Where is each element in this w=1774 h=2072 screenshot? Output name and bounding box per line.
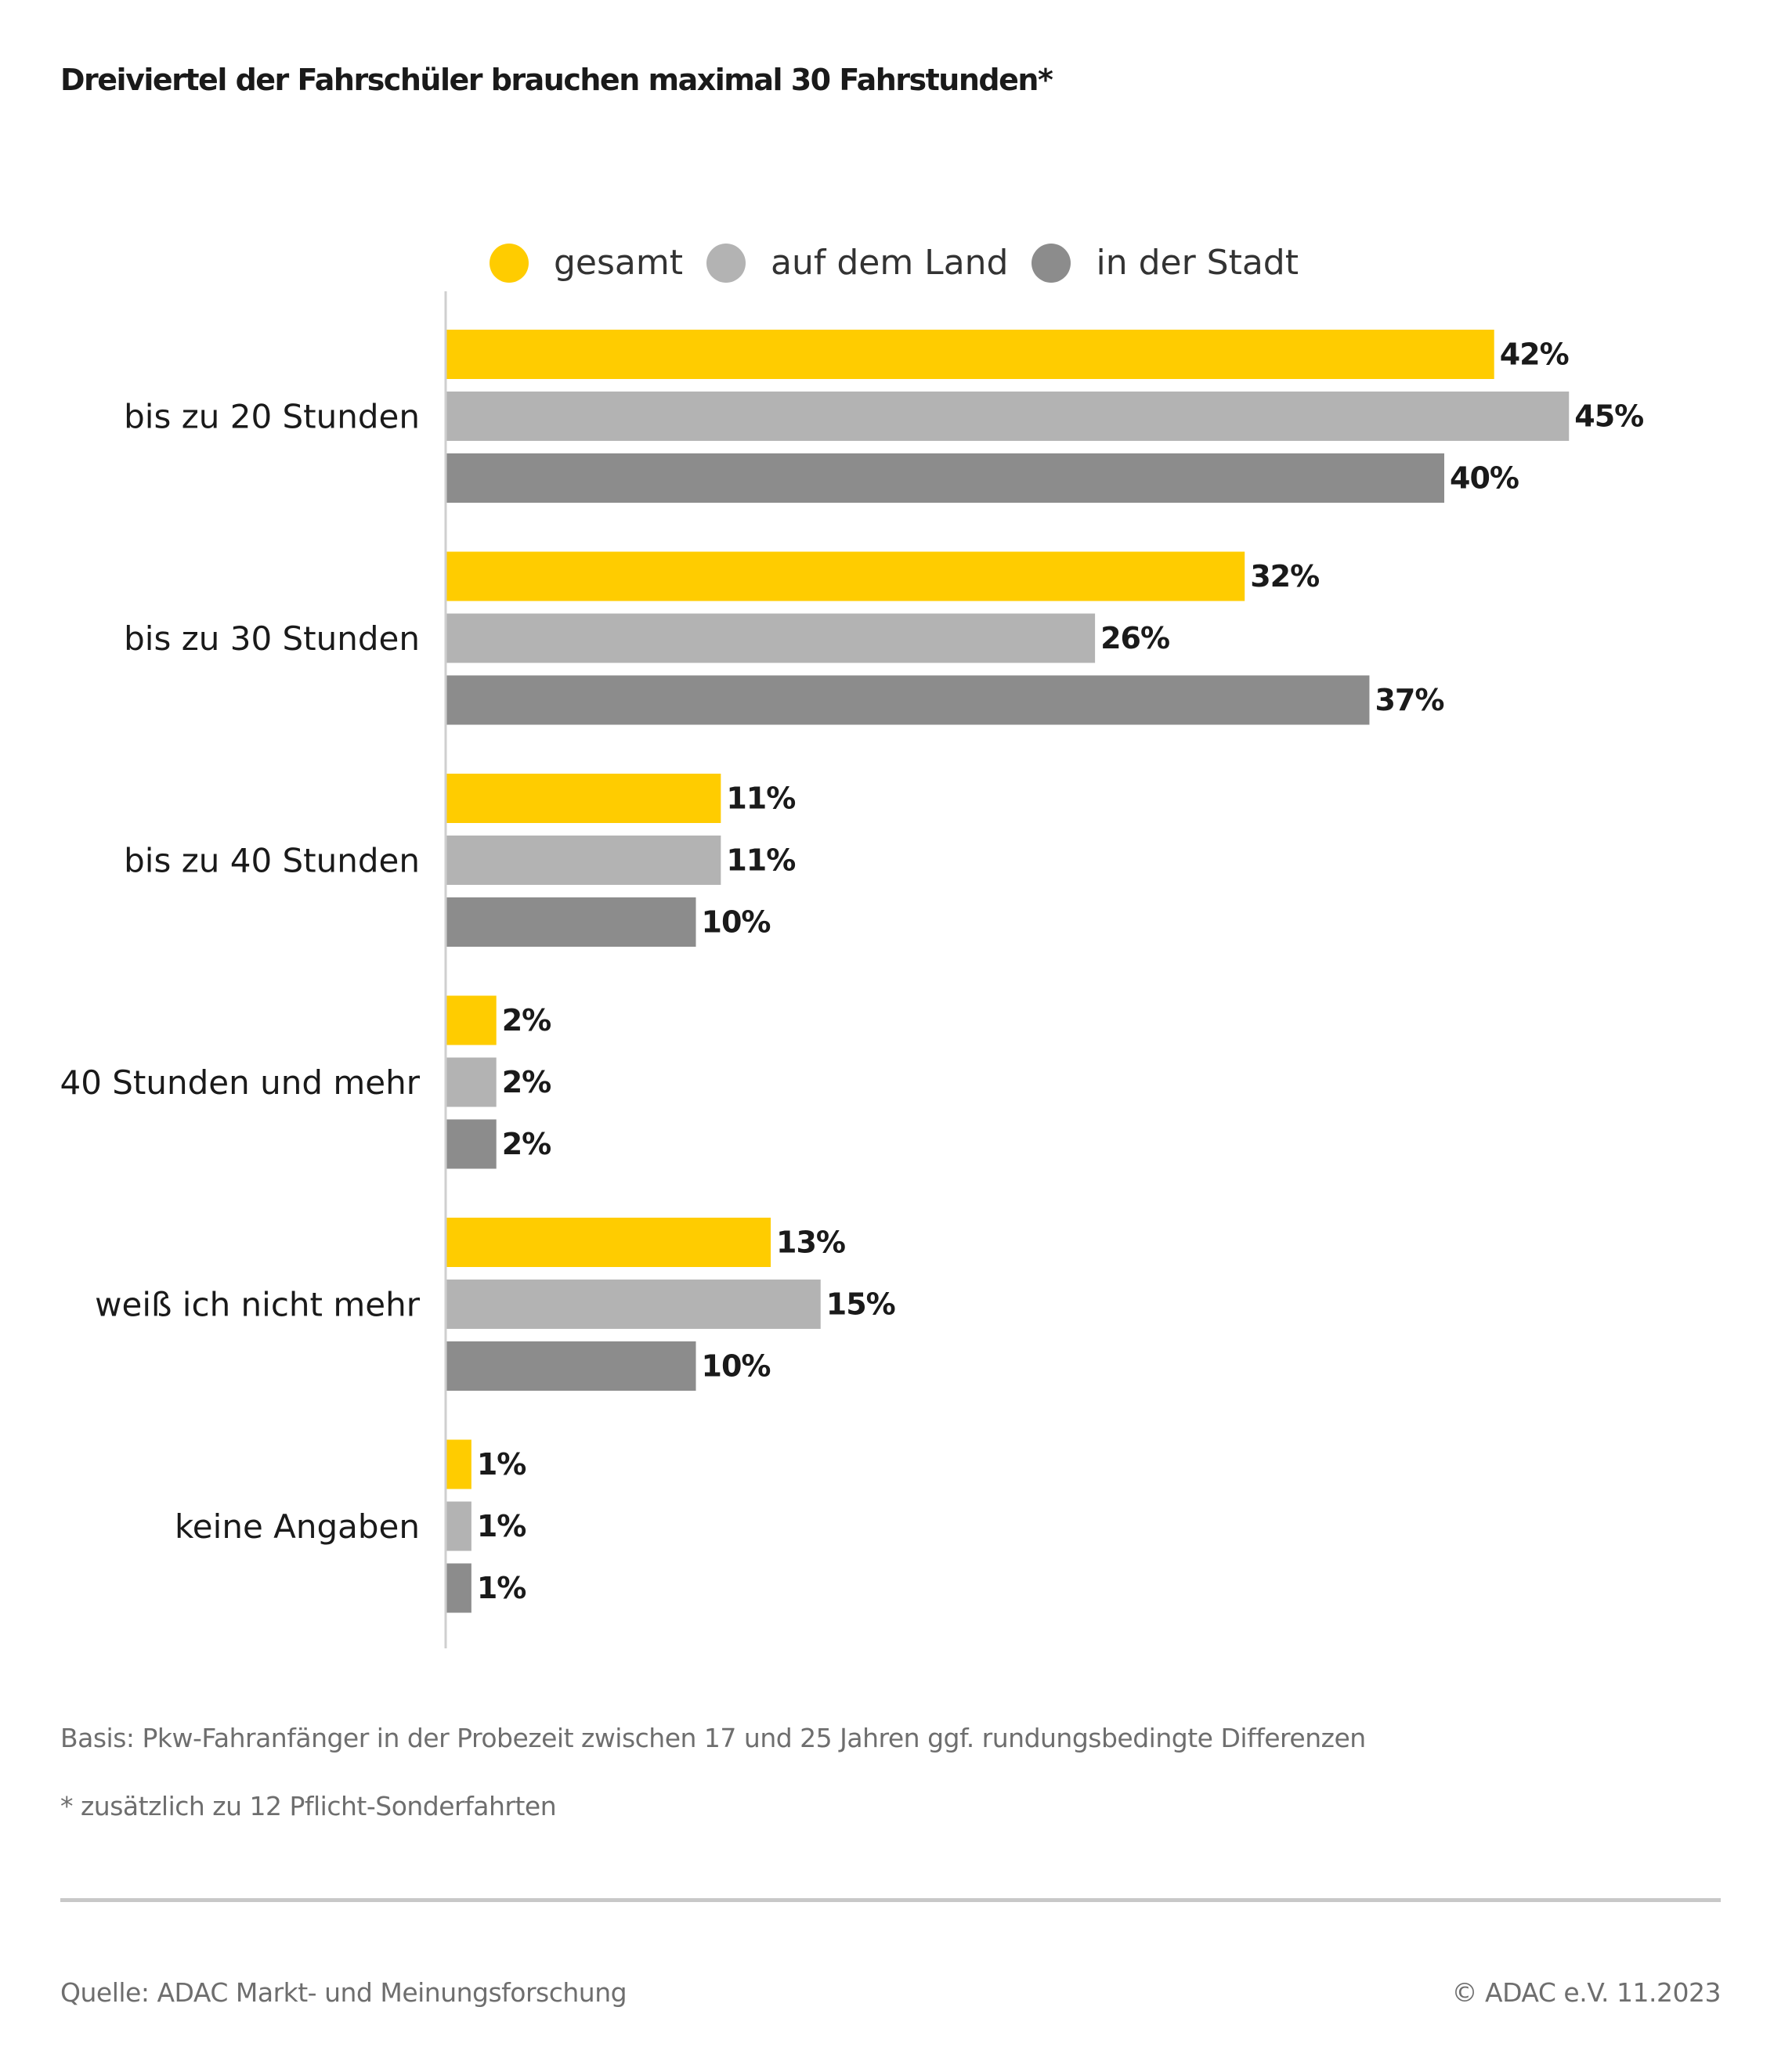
value-label: 40% bbox=[1450, 461, 1519, 496]
bar-gesamt bbox=[446, 774, 721, 823]
value-label: 2% bbox=[502, 1065, 551, 1099]
value-label: 11% bbox=[726, 782, 795, 816]
legend: gesamt auf dem Land in der Stadt bbox=[490, 243, 1322, 283]
bar-in-der-stadt bbox=[446, 453, 1444, 503]
value-label: 26% bbox=[1100, 621, 1169, 655]
bar-in-der-stadt bbox=[446, 1563, 472, 1613]
category-label: bis zu 40 Stunden bbox=[124, 842, 420, 880]
value-label: 1% bbox=[477, 1571, 526, 1605]
legend-item-land: auf dem Land bbox=[706, 243, 1008, 283]
legend-label-land: auf dem Land bbox=[771, 243, 1009, 283]
bar-auf-dem-land bbox=[446, 1057, 497, 1107]
bar-in-der-stadt bbox=[446, 1341, 696, 1391]
bar-auf-dem-land bbox=[446, 836, 721, 885]
bar-in-der-stadt bbox=[446, 1119, 497, 1169]
bar-in-der-stadt bbox=[446, 897, 696, 947]
value-label: 37% bbox=[1375, 683, 1443, 717]
bar-gesamt bbox=[446, 551, 1245, 601]
value-label: 1% bbox=[477, 1509, 526, 1543]
bar-gesamt bbox=[446, 1439, 472, 1489]
category-label: 40 Stunden und mehr bbox=[60, 1063, 420, 1102]
bar-in-der-stadt bbox=[446, 675, 1370, 725]
value-label: 2% bbox=[502, 1127, 551, 1161]
value-label: 45% bbox=[1574, 399, 1643, 434]
category-label: bis zu 30 Stunden bbox=[124, 619, 420, 658]
legend-label-gesamt: gesamt bbox=[554, 243, 683, 283]
legend-item-gesamt: gesamt bbox=[490, 243, 683, 283]
bar-gesamt bbox=[446, 330, 1494, 379]
value-label: 2% bbox=[502, 1003, 551, 1038]
bar-gesamt bbox=[446, 1218, 771, 1267]
category-label: keine Angaben bbox=[175, 1507, 420, 1546]
legend-swatch-gesamt bbox=[490, 243, 529, 283]
value-label: 42% bbox=[1500, 338, 1569, 372]
value-label: 10% bbox=[702, 905, 771, 940]
legend-swatch-stadt bbox=[1032, 243, 1071, 283]
bar-auf-dem-land bbox=[446, 613, 1096, 663]
footer-divider bbox=[60, 1898, 1721, 1902]
value-label: 10% bbox=[702, 1349, 771, 1384]
legend-label-stadt: in der Stadt bbox=[1096, 243, 1299, 283]
category-label: bis zu 20 Stunden bbox=[124, 398, 420, 436]
footnote: * zusätzlich zu 12 Pflicht-Sonderfahrten bbox=[60, 1791, 557, 1821]
value-label: 15% bbox=[826, 1287, 895, 1322]
value-label: 1% bbox=[477, 1447, 526, 1482]
value-label: 13% bbox=[776, 1226, 845, 1260]
basis-note: Basis: Pkw-Fahranfänger in der Probezeit… bbox=[60, 1723, 1366, 1753]
source-text: Quelle: ADAC Markt- und Meinungsforschun… bbox=[60, 1977, 627, 2008]
bar-gesamt bbox=[446, 995, 497, 1045]
copyright-text: © ADAC e.V. 11.2023 bbox=[1451, 1977, 1722, 2008]
value-label: 32% bbox=[1250, 559, 1319, 594]
chart-title: Dreiviertel der Fahrschüler brauchen max… bbox=[60, 63, 1053, 97]
bar-auf-dem-land bbox=[446, 392, 1570, 441]
value-label: 11% bbox=[726, 843, 795, 878]
legend-item-stadt: in der Stadt bbox=[1032, 243, 1299, 283]
bar-auf-dem-land bbox=[446, 1280, 821, 1329]
legend-swatch-land bbox=[706, 243, 746, 283]
category-label: weiß ich nicht mehr bbox=[95, 1286, 421, 1324]
bar-auf-dem-land bbox=[446, 1501, 472, 1551]
